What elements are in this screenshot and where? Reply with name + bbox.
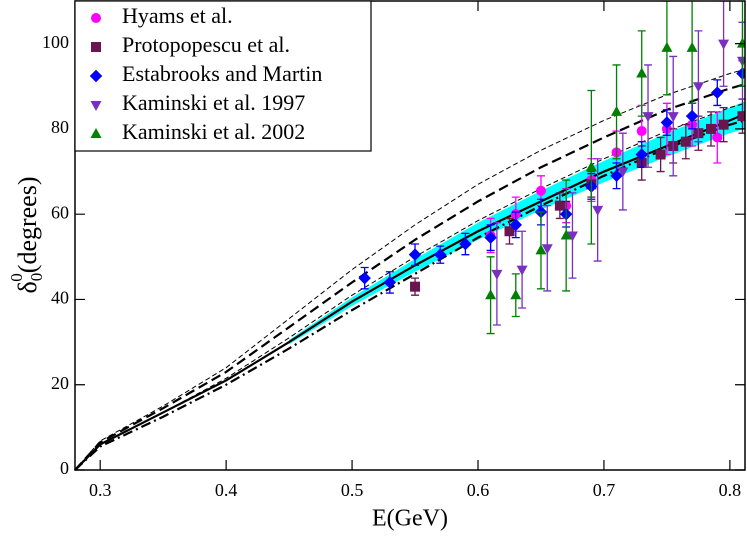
marker — [504, 226, 515, 237]
marker — [509, 218, 523, 232]
marker — [484, 231, 497, 244]
y-label-subscript: 0 — [27, 273, 46, 282]
y-label-symbol: δ — [13, 281, 42, 293]
x-tick-label: 0.4 — [215, 480, 238, 500]
y-tick-label: 40 — [51, 288, 69, 308]
marker — [516, 265, 528, 276]
marker — [635, 148, 648, 161]
curve — [74, 119, 746, 471]
y-tick-label: 0 — [60, 458, 69, 478]
marker — [91, 42, 101, 52]
marker — [718, 39, 730, 50]
marker — [535, 185, 546, 196]
marker — [91, 13, 101, 23]
marker — [610, 169, 623, 183]
marker — [491, 269, 503, 280]
marker — [711, 86, 724, 99]
y-label-superscript: 0 — [7, 273, 26, 282]
marker — [358, 271, 371, 285]
marker — [383, 276, 397, 289]
legend-box — [74, 0, 372, 152]
marker — [433, 248, 447, 261]
marker — [655, 149, 666, 160]
marker — [408, 248, 422, 261]
y-tick-label: 80 — [51, 117, 69, 137]
legend-label: Hyams et al. — [122, 3, 233, 28]
marker — [459, 237, 472, 251]
y-tick-label: 100 — [42, 32, 69, 52]
marker — [510, 289, 522, 300]
marker — [737, 111, 745, 122]
legend-label: Kaminski et al. 1997 — [122, 90, 305, 115]
x-tick-label: 0.5 — [341, 480, 364, 500]
marker — [667, 112, 679, 123]
marker — [660, 116, 674, 129]
marker — [642, 112, 654, 123]
marker — [686, 41, 698, 52]
marker — [692, 82, 704, 93]
marker — [636, 126, 647, 137]
legend-label: Estabrooks and Martin — [122, 61, 322, 86]
x-tick-label: 0.8 — [719, 480, 742, 500]
marker — [705, 123, 716, 134]
marker — [712, 132, 723, 143]
x-tick-label: 0.6 — [467, 480, 490, 500]
x-tick-label: 0.3 — [89, 480, 112, 500]
marker — [560, 229, 572, 240]
marker — [736, 37, 745, 48]
y-tick-label: 60 — [51, 202, 69, 222]
marker — [636, 67, 648, 78]
legend-label: Protopopescu et al. — [122, 32, 290, 57]
marker — [89, 69, 103, 83]
x-axis-label: E(GeV) — [372, 506, 448, 532]
plot-frame — [74, 0, 746, 471]
error-band — [289, 101, 745, 345]
y-label-unit: (degrees) — [13, 177, 42, 274]
marker — [485, 289, 497, 300]
marker — [661, 41, 673, 52]
marker — [541, 244, 553, 255]
marker — [90, 101, 102, 111]
marker — [90, 128, 102, 138]
marker — [535, 244, 547, 255]
legend-label: Kaminski et al. 2002 — [122, 119, 305, 144]
y-tick-label: 20 — [51, 373, 69, 393]
x-tick-label: 0.7 — [593, 480, 616, 500]
marker — [585, 161, 597, 172]
marker — [617, 167, 629, 178]
marker — [592, 205, 604, 216]
y-axis-label: δ00(degrees) — [7, 177, 46, 294]
marker — [410, 281, 421, 292]
marker — [680, 136, 691, 147]
marker — [611, 105, 623, 116]
marker — [554, 200, 565, 211]
marker — [685, 109, 699, 123]
points — [358, 1, 745, 335]
marker — [566, 231, 578, 242]
marker — [718, 119, 729, 130]
legend: Hyams et al. Protopopescu et al. Estabrook… — [74, 0, 372, 152]
